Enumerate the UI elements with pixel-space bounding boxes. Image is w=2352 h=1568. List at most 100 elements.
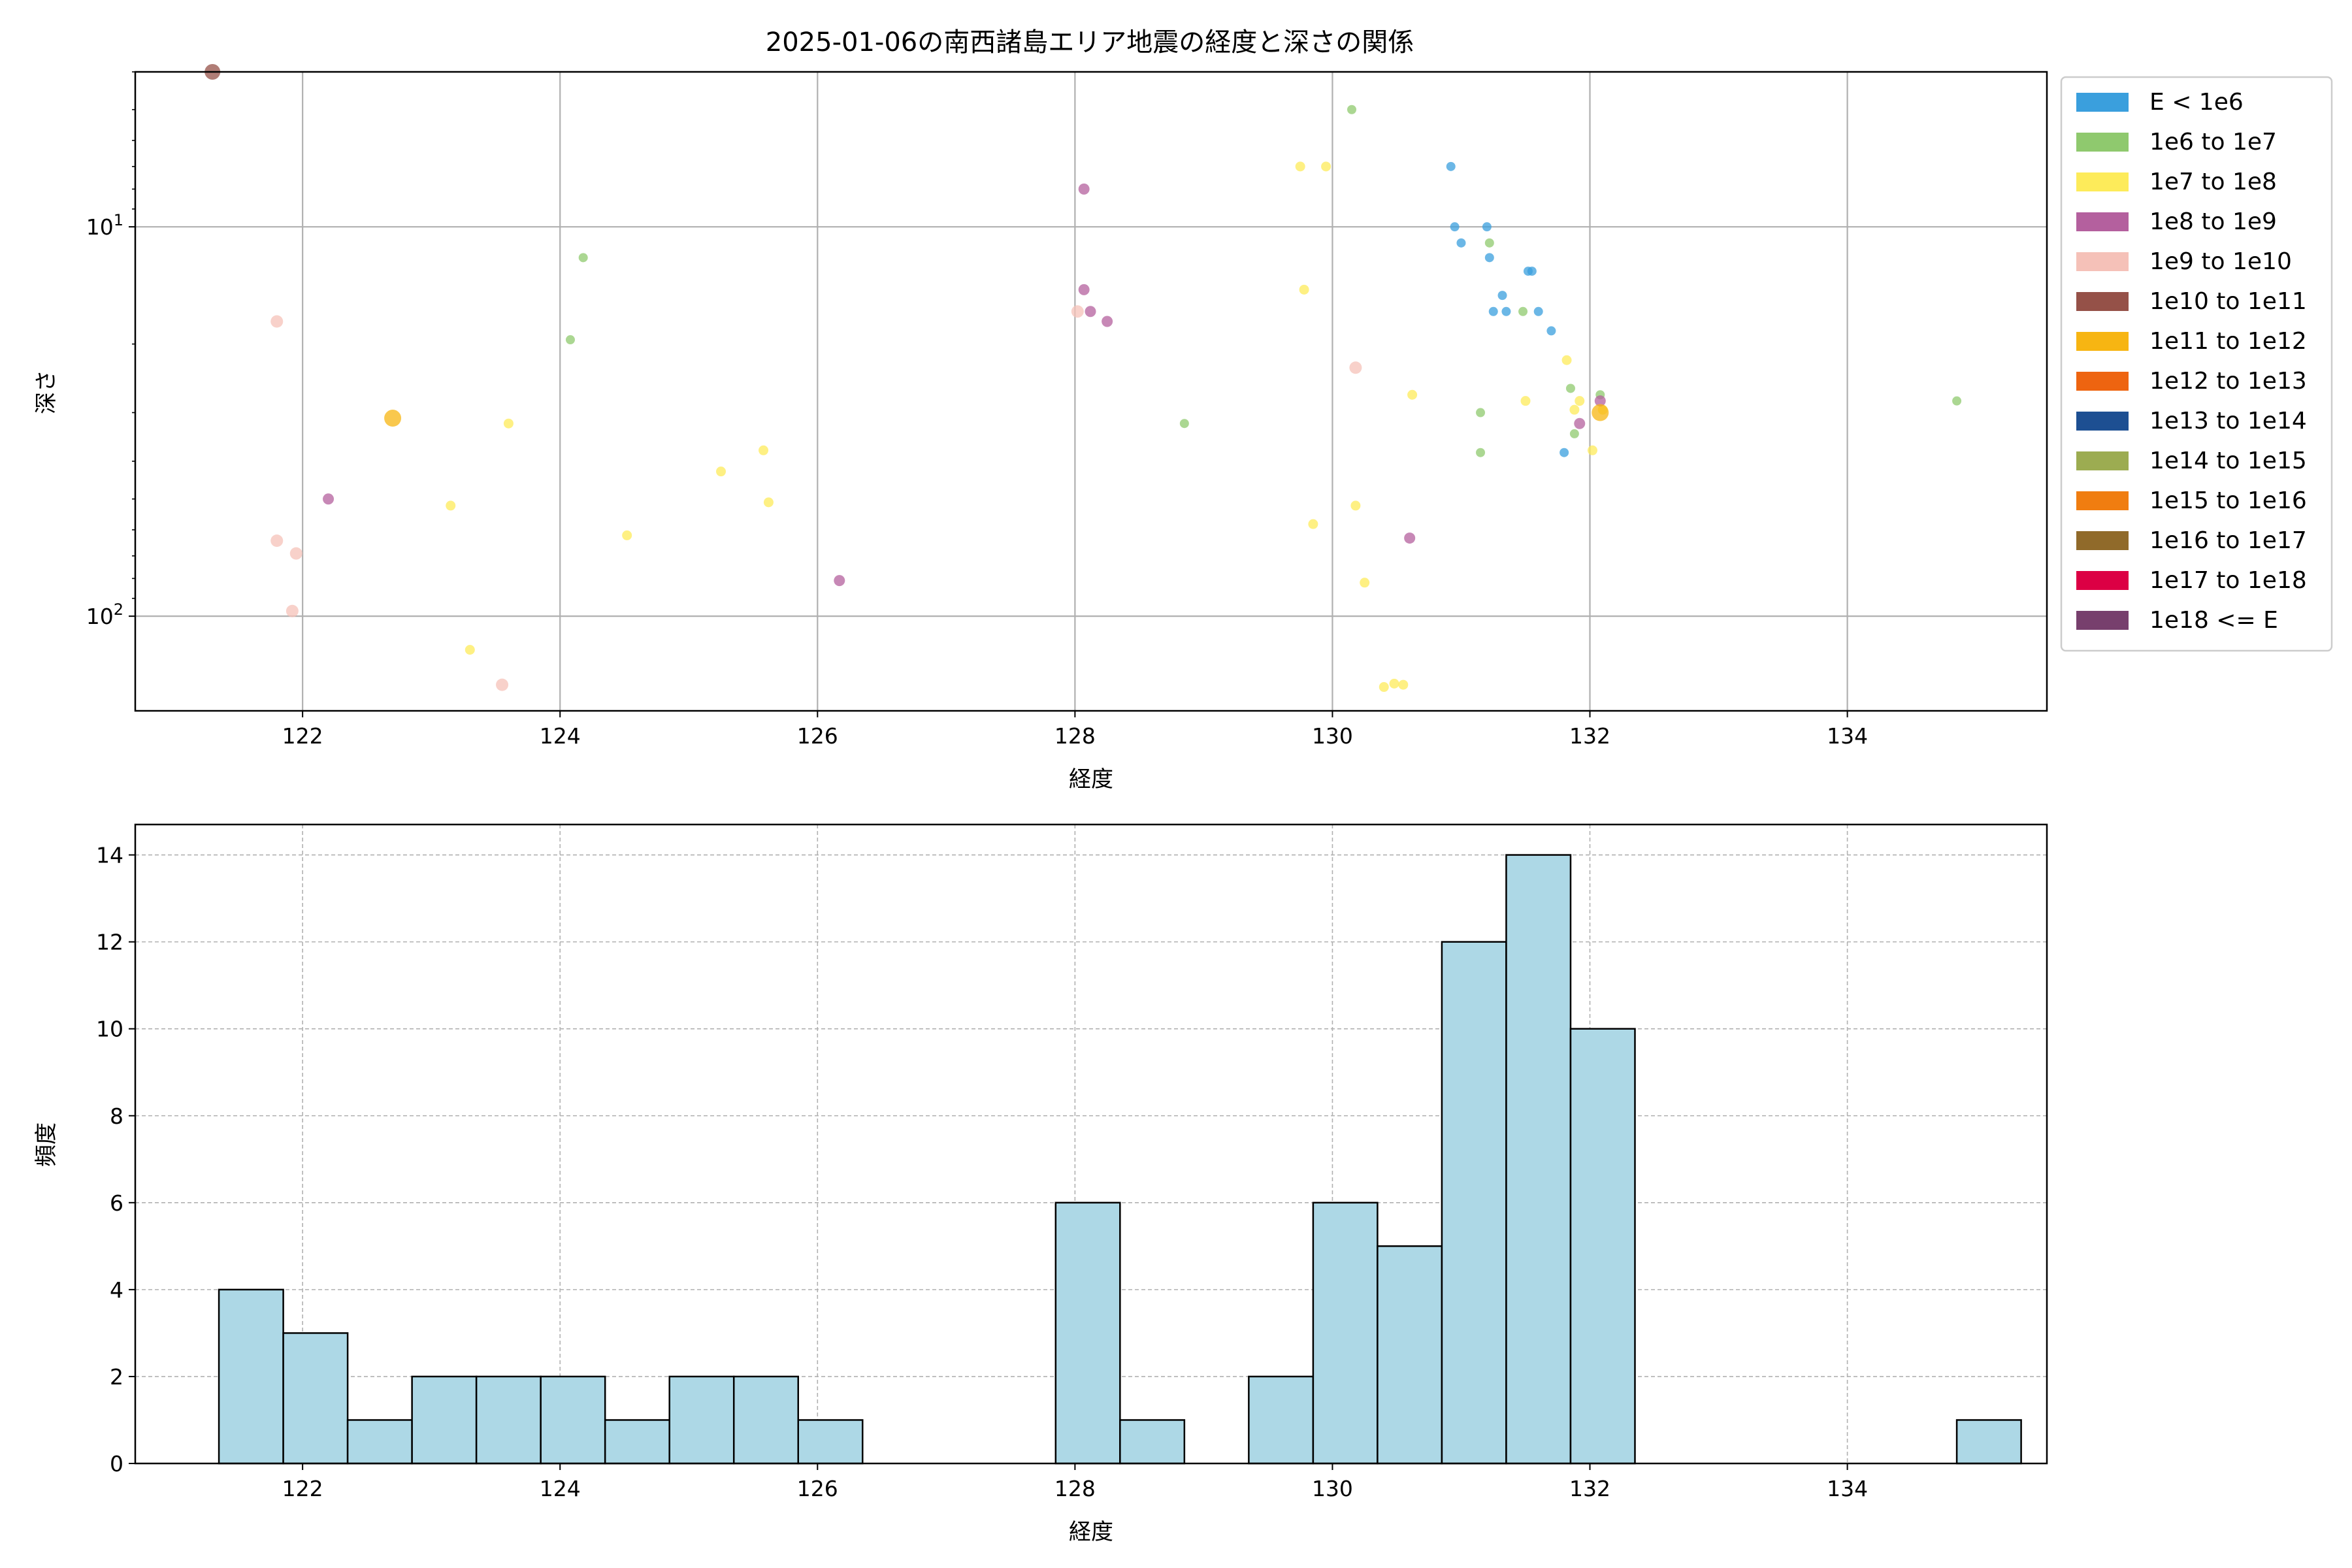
histogram-bar [1119, 1419, 1186, 1465]
legend-swatch [2076, 252, 2129, 271]
histogram-bar [668, 1375, 735, 1465]
scatter-point [286, 604, 299, 617]
legend-swatch [2076, 292, 2129, 311]
legend: E < 1e6 1e6 to 1e7 1e7 to 1e8 1e8 to 1e9 1e9… [2060, 76, 2333, 652]
scatter-point [1497, 291, 1507, 301]
scatter-point [1321, 161, 1331, 172]
histogram-bar [282, 1332, 349, 1465]
legend-swatch [2076, 611, 2129, 630]
scatter-point [1569, 429, 1579, 438]
scatter-point [1078, 183, 1090, 195]
scatter-point [578, 253, 588, 263]
scatter-gridlines [135, 72, 2047, 711]
histogram-bar [1569, 1028, 1636, 1465]
histogram-x-axis-label: 経度 [1069, 1519, 1113, 1545]
histogram-axes: 122 124 126 128 130 132 134 0 2 4 6 8 10 12 14 [96, 843, 1868, 1501]
histogram-bar [540, 1375, 606, 1465]
scatter-x-tick-label: 128 [1054, 723, 1096, 749]
histogram-x-tick-label: 130 [1312, 1476, 1353, 1501]
histogram-bar [1248, 1375, 1315, 1465]
histogram-bar [732, 1375, 799, 1465]
scatter-point [1546, 326, 1556, 336]
histogram-x-tick-label: 132 [1569, 1476, 1610, 1501]
scatter-point [1488, 306, 1498, 316]
scatter-point [1102, 316, 1113, 327]
histogram-bar [1312, 1201, 1379, 1465]
legend-label: 1e13 to 1e14 [2149, 408, 2307, 434]
scatter-point [622, 530, 632, 540]
scatter-point [270, 315, 284, 328]
histogram-bar [1505, 854, 1572, 1465]
legend-label: 1e18 <= E [2149, 607, 2278, 634]
histogram-bar [1054, 1201, 1121, 1465]
histogram-x-tick-label: 124 [540, 1476, 581, 1501]
scatter-point [1071, 305, 1084, 318]
scatter-point [496, 678, 509, 691]
legend-swatch [2076, 571, 2129, 590]
scatter-x-tick-label: 130 [1312, 723, 1353, 749]
scatter-point [1952, 396, 1962, 406]
histogram-plot-frame [134, 823, 2048, 1465]
scatter-point [1574, 417, 1586, 429]
histogram-bar [475, 1375, 542, 1465]
histogram-y-tick-label: 4 [110, 1277, 123, 1303]
scatter-point [1560, 448, 1569, 457]
legend-label: 1e14 to 1e15 [2149, 448, 2307, 474]
legend-label: 1e16 to 1e17 [2149, 527, 2307, 554]
legend-frame [2060, 76, 2333, 652]
scatter-point [1299, 284, 1309, 295]
scatter-x-tick-label: 134 [1827, 723, 1868, 749]
legend-swatch [2076, 212, 2129, 231]
scatter-y-tick-label: 101 [86, 211, 123, 240]
legend-items: E < 1e6 1e6 to 1e7 1e7 to 1e8 1e8 to 1e9 1e9… [2076, 89, 2307, 634]
scatter-point [1575, 396, 1585, 406]
histogram-bar [1441, 941, 1507, 1465]
scatter-point [1349, 361, 1362, 374]
histogram-x-tick-label: 128 [1054, 1476, 1096, 1501]
scatter-point [1520, 396, 1531, 406]
legend-swatch [2076, 451, 2129, 470]
scatter-point [1398, 679, 1409, 690]
scatter-axes: 122 124 126 128 130 132 134 101 102 [86, 71, 1868, 749]
scatter-y-tick-label: 102 [86, 600, 123, 629]
scatter-point [323, 493, 335, 505]
histogram-y-tick-label: 6 [110, 1190, 123, 1216]
histogram-y-tick-label: 0 [110, 1451, 123, 1477]
scatter-point [384, 410, 402, 427]
scatter-point [1085, 306, 1096, 318]
scatter-points [204, 64, 1962, 693]
scatter-x-tick-label: 122 [282, 723, 323, 749]
scatter-point [1078, 284, 1090, 295]
legend-label: 1e9 to 1e10 [2149, 248, 2292, 275]
scatter-point [1476, 448, 1486, 457]
histogram-x-tick-label: 122 [282, 1476, 323, 1501]
legend-label: 1e8 to 1e9 [2149, 208, 2277, 235]
legend-swatch [2076, 172, 2129, 191]
scatter-point [1592, 404, 1609, 421]
scatter-x-tick-label: 132 [1569, 723, 1610, 749]
scatter-point [1527, 267, 1537, 276]
histogram-bar [411, 1375, 478, 1465]
legend-swatch [2076, 133, 2129, 152]
legend-swatch [2076, 491, 2129, 510]
scatter-point [1518, 306, 1528, 316]
scatter-point [270, 534, 284, 547]
scatter-point [1347, 105, 1356, 114]
scatter-point [1379, 682, 1389, 693]
scatter-point [759, 445, 769, 455]
scatter-y-axis-label: 深さ [33, 370, 59, 414]
legend-swatch [2076, 372, 2129, 391]
legend-label: 1e17 to 1e18 [2149, 567, 2307, 594]
legend-swatch [2076, 531, 2129, 550]
scatter-point [289, 547, 302, 560]
histogram-x-tick-label: 126 [797, 1476, 838, 1501]
scatter-point [1482, 222, 1492, 232]
scatter-point [1476, 408, 1486, 417]
histogram-bar [346, 1419, 413, 1465]
histogram-y-tick-label: 8 [110, 1103, 123, 1129]
legend-label: 1e7 to 1e8 [2149, 169, 2277, 195]
scatter-point [1360, 578, 1370, 588]
scatter-point [1501, 306, 1511, 316]
scatter-point [1350, 500, 1361, 511]
scatter-point [1308, 519, 1318, 529]
